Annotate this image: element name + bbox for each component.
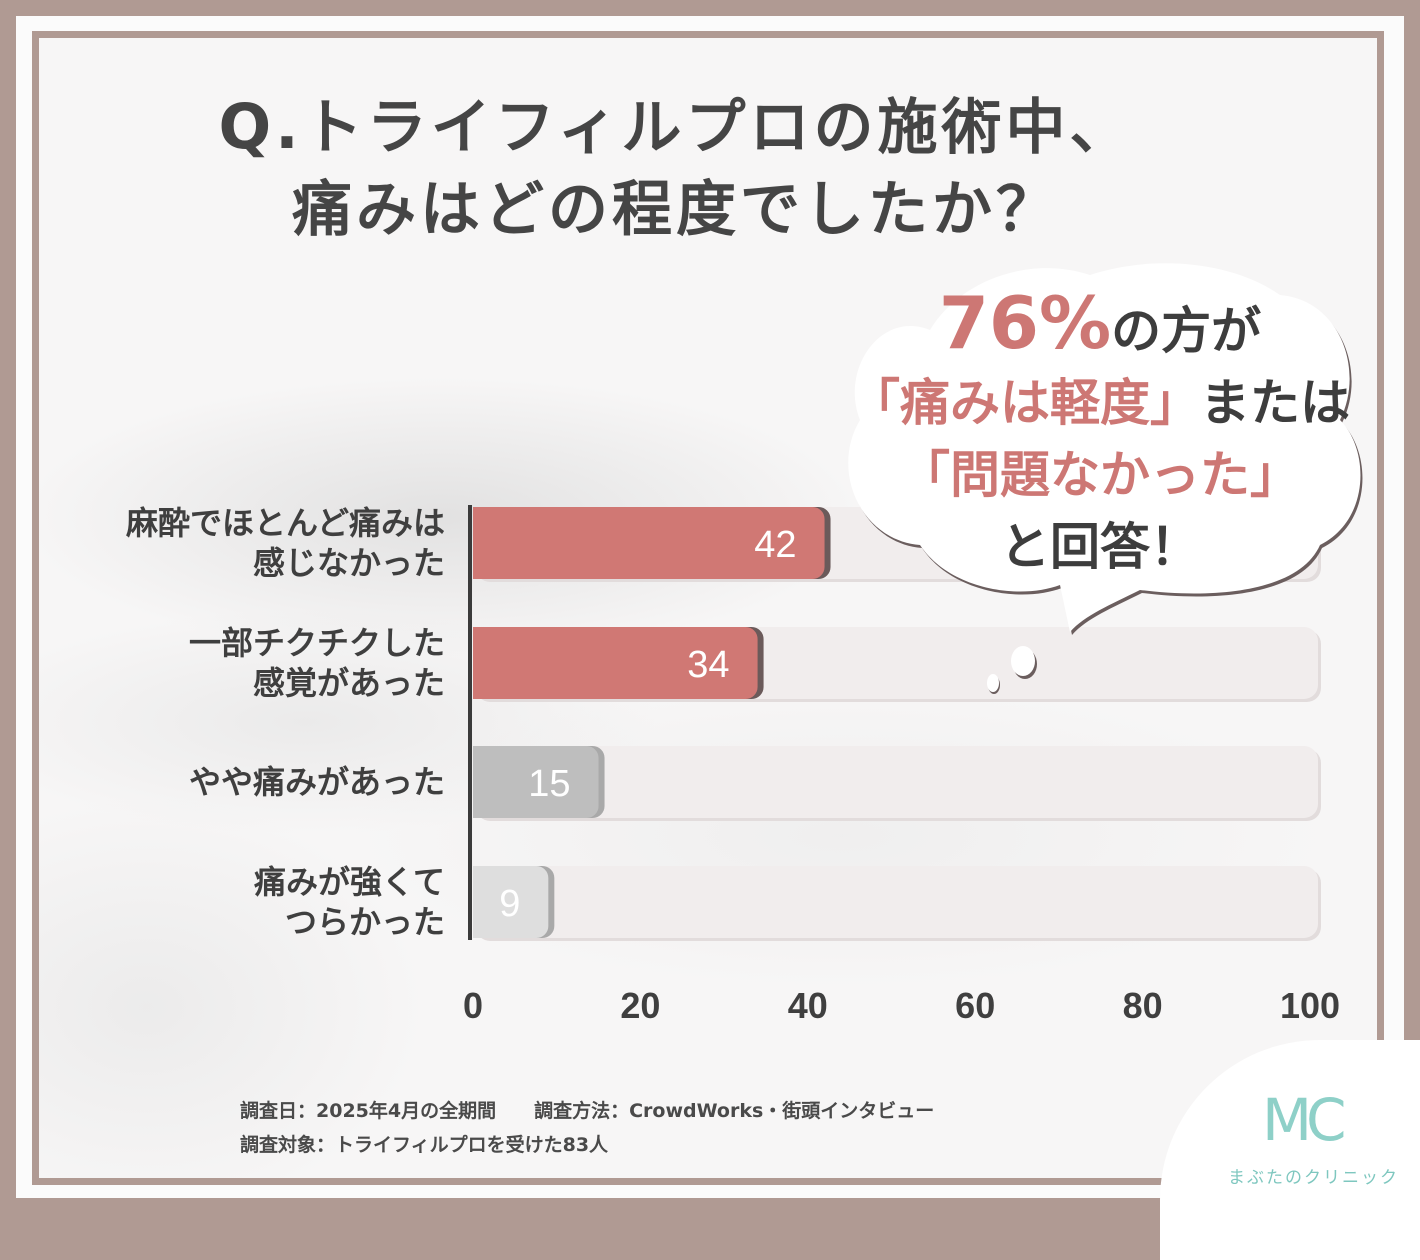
chart-title: Q.トライフィルプロの施術中、 痛みはどの程度でしたか？ bbox=[0, 86, 1352, 251]
title-line-2: 痛みはどの程度でしたか？ bbox=[292, 175, 1060, 245]
category-label-0: 麻酔でほとんど痛みは 感じなかった bbox=[125, 504, 445, 582]
callout-text: 76%の方が 「痛みは軽度」または 「問題なかった」 と回答！ bbox=[850, 287, 1350, 583]
category-label-2: やや痛みがあった bbox=[188, 763, 445, 801]
callout-quote-2: 「問題なかった」 bbox=[900, 446, 1300, 504]
callout-line-3: 「問題なかった」 bbox=[850, 439, 1350, 511]
callout-line-2: 「痛みは軽度」または bbox=[850, 367, 1350, 439]
callout-line-1-rest: の方が bbox=[1111, 302, 1262, 360]
x-tick-label-2: 40 bbox=[788, 985, 828, 1026]
category-label-1: 一部チクチクした 感覚があった bbox=[188, 624, 445, 702]
bar-start-2 bbox=[473, 746, 489, 818]
footer-survey-info: 調査日：2025年4月の全期間 調査方法：CrowdWorks・街頭インタビュー bbox=[240, 1100, 935, 1122]
callout-line-2-rest: または bbox=[1200, 374, 1350, 432]
bar-start-3 bbox=[473, 866, 489, 938]
x-tick-label-5: 100 bbox=[1280, 985, 1340, 1026]
footer-survey-target: 調査対象：トライフィルプロを受けた83人 bbox=[240, 1134, 609, 1156]
bar-2 bbox=[473, 746, 599, 818]
x-tick-label-1: 20 bbox=[620, 985, 660, 1026]
bar-start-0 bbox=[473, 507, 489, 579]
callout-percent: 76% bbox=[938, 281, 1112, 365]
callout-line-4: と回答！ bbox=[1000, 518, 1200, 576]
x-tick-label-0: 0 bbox=[463, 985, 483, 1026]
bar-start-1 bbox=[473, 627, 489, 699]
title-q-mark: Q. bbox=[218, 90, 303, 163]
bar-value-label-0: 42 bbox=[754, 524, 796, 566]
bar-value-label-1: 34 bbox=[687, 644, 729, 686]
bar-chart: 42 34 15 9 0 20 40 60 80 100 bbox=[463, 505, 1340, 1026]
bar-track-3 bbox=[473, 866, 1318, 938]
bar-1 bbox=[473, 627, 758, 699]
title-line-1: Q.トライフィルプロの施術中、 bbox=[0, 86, 1352, 169]
x-tick-label-3: 60 bbox=[955, 985, 995, 1026]
x-tick-label-4: 80 bbox=[1123, 985, 1163, 1026]
clinic-logo-name: まぶたのクリニック bbox=[1228, 1168, 1399, 1188]
bar-0 bbox=[473, 507, 825, 579]
bar-3 bbox=[473, 866, 549, 938]
title-line-1-text: トライフィルプロの施術中、 bbox=[302, 93, 1134, 163]
clinic-logo-icon: MC bbox=[1262, 1086, 1347, 1154]
bar-value-label-3: 9 bbox=[499, 883, 520, 925]
callout-line-1: 76%の方が bbox=[850, 287, 1350, 367]
bar-track-2 bbox=[473, 746, 1318, 818]
callout-quote-1: 「痛みは軽度」 bbox=[850, 374, 1200, 432]
category-label-3: 痛みが強くて つらかった bbox=[253, 863, 445, 941]
bar-value-label-2: 15 bbox=[528, 763, 570, 805]
